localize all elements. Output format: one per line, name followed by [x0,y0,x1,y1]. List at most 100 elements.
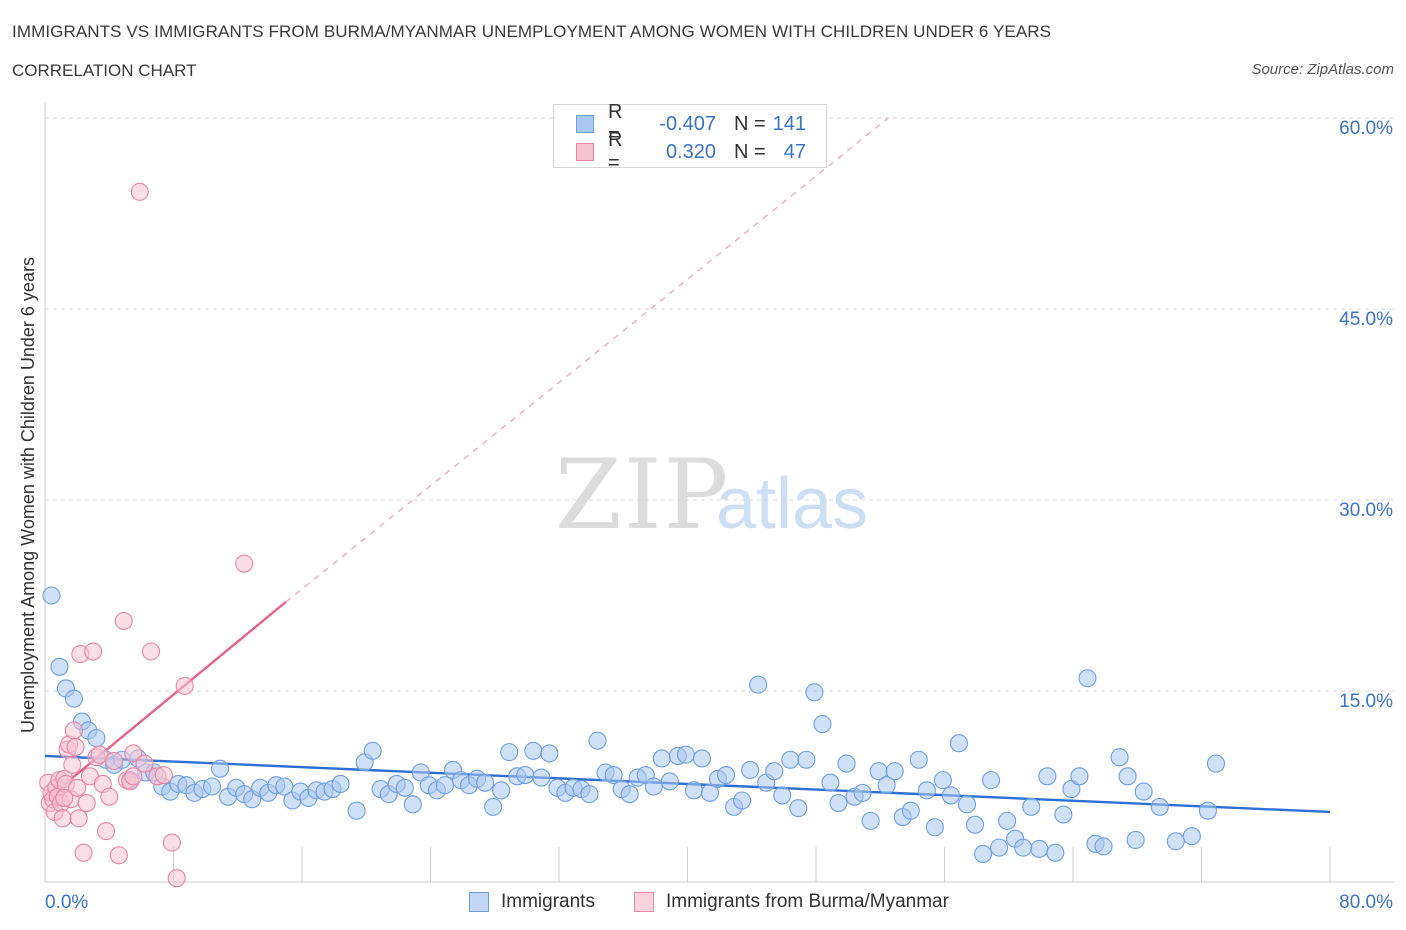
point-burma [114,611,133,631]
point-immigrants [773,786,792,805]
point-burma [130,182,149,201]
point-immigrants [1030,839,1049,858]
n-value: 141 [772,112,806,135]
point-immigrants [749,675,768,694]
point-immigrants [1198,801,1217,820]
point-burma [109,846,128,865]
point-immigrants [580,785,599,804]
point-immigrants [540,744,559,763]
point-immigrants [1054,805,1073,824]
y-axis-label: Unemployment Among Women with Children U… [18,257,38,733]
point-immigrants [941,786,960,805]
legend-item-burma[interactable]: Immigrants from Burma/Myanmar [634,889,949,915]
point-immigrants [211,759,230,778]
legend-item-immigrants[interactable]: Immigrants [469,889,595,915]
legend-swatch-immigrants [469,892,489,912]
point-burma [100,787,119,806]
point-immigrants [716,765,736,785]
y-tick-label: 15.0% [1339,691,1393,712]
point-immigrants [837,754,856,773]
n-label: N = [734,112,766,135]
point-burma [162,833,181,852]
point-immigrants [741,760,760,779]
point-immigrants [87,729,106,748]
point-immigrants [877,776,896,795]
correlation-legend: R = -0.407 N = 141 R = 0.320 N = 47 [553,101,827,174]
point-immigrants [620,785,639,804]
watermark-zip: ZIP [555,439,730,551]
r-value: -0.407 [659,112,716,135]
point-immigrants [1126,830,1145,850]
tick-labels: 15.0% 30.0% 45.0% 60.0% 0.0% 80.0% [45,118,1393,913]
chart-subtitle: CORRELATION CHART [12,61,197,80]
legend-swatch-immigrants [576,115,594,133]
point-immigrants [516,765,535,785]
point-burma [68,778,87,797]
point-immigrants [998,811,1017,830]
point-immigrants [588,731,607,750]
point-immigrants [676,745,695,764]
point-immigrants [1038,767,1057,786]
point-burma [175,676,194,695]
point-immigrants [1014,838,1033,857]
point-immigrants [933,771,952,790]
point-immigrants [50,657,69,676]
point-immigrants [805,683,824,702]
point-immigrants [484,797,503,816]
point-immigrants [524,741,543,760]
point-burma [154,765,173,785]
point-immigrants [64,689,83,708]
point-immigrants [982,771,1001,790]
point-immigrants [765,762,784,781]
point-immigrants [909,750,928,769]
point-immigrants [203,777,222,796]
point-immigrants [925,818,944,837]
point-immigrants [901,801,920,820]
point-immigrants [949,734,969,753]
point-immigrants [500,743,519,762]
point-immigrants [1046,843,1065,862]
point-immigrants [957,795,977,814]
point-burma [141,642,161,661]
point-burma [55,788,74,808]
point-burma [167,869,186,888]
point-immigrants [1094,837,1113,856]
point-immigrants [1166,832,1185,851]
r-label: R = [608,129,623,174]
legend-label-burma: Immigrants from Burma/Myanmar [666,891,949,912]
watermark-atlas: atlas [716,464,868,544]
series-immigrants [42,586,1226,864]
point-burma [74,843,93,862]
point-immigrants [1062,779,1081,799]
point-immigrants [684,781,703,800]
point-immigrants [652,749,671,768]
r-label: R = [608,101,623,146]
point-immigrants [829,794,848,813]
point-immigrants [1134,782,1153,801]
point-burma [64,721,83,740]
point-immigrants [917,781,936,800]
watermark: ZIP atlas [555,439,868,551]
source-label: Source: ZipAtlas.com [1251,61,1394,78]
trend-extension-burma [285,117,889,603]
point-immigrants [403,795,422,814]
point-burma [96,822,116,841]
point-burma [124,767,143,786]
point-immigrants [435,776,455,795]
x-tick-label: 0.0% [45,892,88,913]
point-immigrants [1110,748,1129,767]
point-immigrants [789,799,808,818]
point-immigrants [411,763,430,782]
point-immigrants [1150,797,1169,816]
axes [44,103,1395,883]
x-tick-label: 80.0% [1339,892,1393,913]
point-immigrants [476,773,495,792]
point-immigrants [861,811,880,830]
n-value: 47 [783,140,806,163]
point-immigrants [42,586,61,605]
point-immigrants [275,777,294,796]
legend-row-immigrants: R = -0.407 N = 141 [576,101,806,146]
point-immigrants [1182,827,1201,846]
point-immigrants [1118,767,1137,786]
